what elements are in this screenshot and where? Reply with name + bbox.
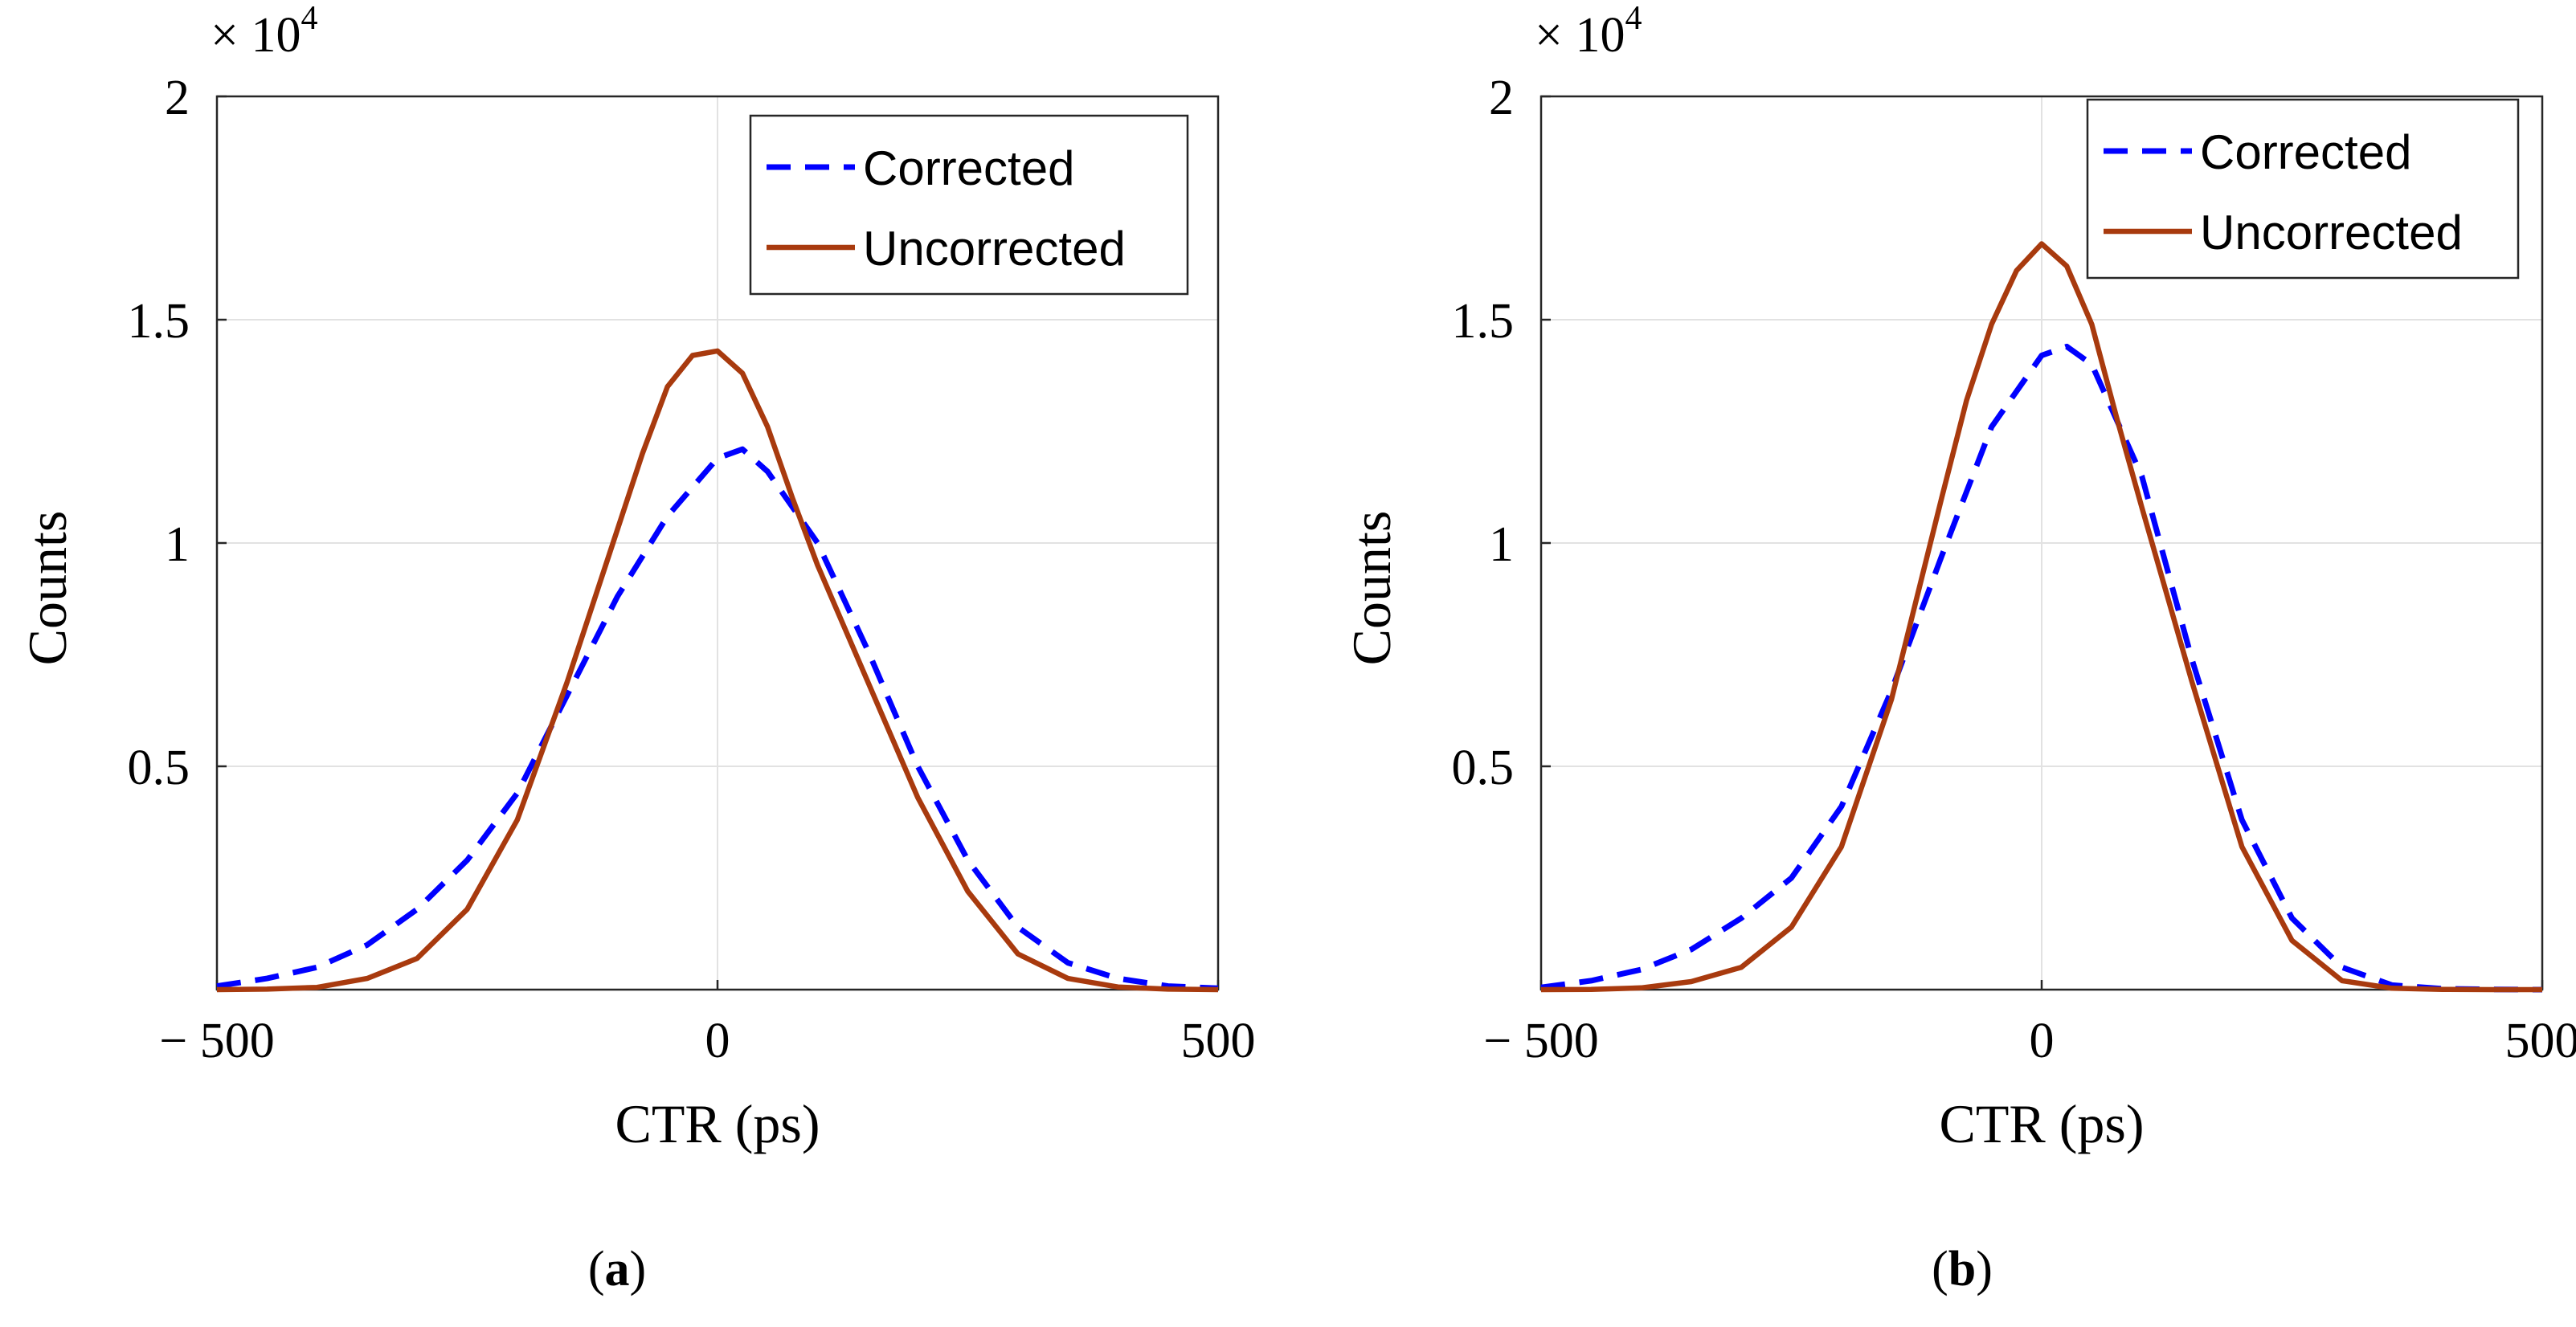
y-multiplier-base: × 10 xyxy=(211,8,301,63)
x-tick-label: − 500 xyxy=(1483,1014,1598,1068)
series-line-uncorrected xyxy=(1540,241,2542,993)
y-axis-label: Counts xyxy=(1341,511,1402,666)
y-multiplier-exponent: 4 xyxy=(1625,0,1642,37)
legend-label-corrected: Corrected xyxy=(863,141,1074,195)
legend-label-uncorrected: Uncorrected xyxy=(2200,206,2463,259)
chart-panel-a: − 500 0 500 0.5 1 1.5 2 × 104 CTR (ps) Counts Corr… xyxy=(17,0,1256,1296)
panel-letter: a xyxy=(605,1242,630,1296)
panel-label: (a) xyxy=(588,1242,646,1296)
legend-label-corrected: Corrected xyxy=(2200,125,2411,179)
y-tick-label: 1.5 xyxy=(1452,294,1515,349)
x-axis-label: CTR (ps) xyxy=(1940,1093,2145,1154)
y-multiplier-base: × 10 xyxy=(1535,8,1625,63)
legend: Corrected Uncorrected xyxy=(2086,98,2520,280)
x-tick-label: − 500 xyxy=(159,1014,274,1068)
y-tick-label: 0.5 xyxy=(1452,741,1515,795)
y-tick-label: 0.5 xyxy=(128,741,190,795)
chart-panel-b: − 500 0 500 0.5 1 1.5 2 × 104 CTR (ps) Counts Corr… xyxy=(1341,0,2576,1296)
y-tick-label: 1.5 xyxy=(128,294,190,349)
y-tick-label: 1 xyxy=(165,517,190,572)
x-tick-label: 0 xyxy=(2030,1014,2055,1068)
series-line-uncorrected xyxy=(216,348,1219,993)
legend: Corrected Uncorrected xyxy=(749,114,1189,296)
panel-letter: b xyxy=(1948,1242,1976,1296)
y-axis-multiplier: × 104 xyxy=(211,0,317,63)
y-tick-label: 2 xyxy=(1489,71,1514,125)
y-multiplier-exponent: 4 xyxy=(301,0,317,37)
y-axis-label: Counts xyxy=(17,511,78,666)
x-tick-label: 500 xyxy=(1181,1014,1256,1068)
y-axis-multiplier: × 104 xyxy=(1535,0,1642,63)
y-tick-label: 2 xyxy=(165,71,190,125)
series-line-corrected xyxy=(216,446,1219,991)
legend-box xyxy=(2086,98,2520,280)
panel-label: (b) xyxy=(1932,1242,1993,1296)
legend-box xyxy=(749,114,1189,296)
x-axis-label: CTR (ps) xyxy=(615,1093,820,1154)
y-tick-label: 1 xyxy=(1489,517,1514,572)
x-tick-label: 500 xyxy=(2505,1014,2576,1068)
legend-label-uncorrected: Uncorrected xyxy=(863,222,1126,276)
x-tick-label: 0 xyxy=(705,1014,730,1068)
